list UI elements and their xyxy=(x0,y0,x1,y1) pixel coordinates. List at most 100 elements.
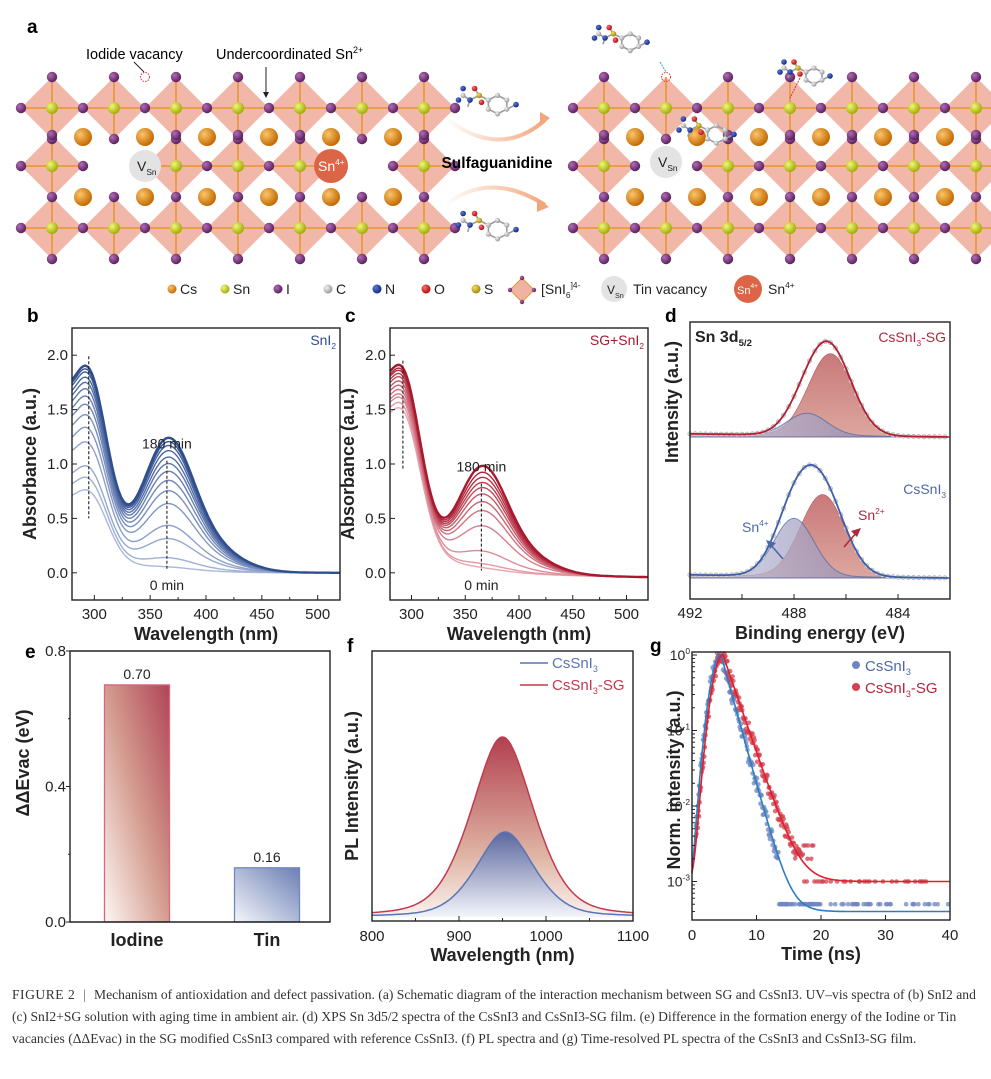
bar-value-label: 0.70 xyxy=(123,666,150,682)
molecule-atom xyxy=(495,111,501,117)
trpl-data-point xyxy=(828,879,833,884)
legend-sn-swatch xyxy=(220,284,230,294)
iodine-atom xyxy=(753,102,765,114)
iodine-atom xyxy=(232,71,244,83)
molecule-atom xyxy=(713,123,720,129)
iodine-atom xyxy=(722,71,734,83)
x-axis-label: Wavelength (nm) xyxy=(430,945,574,965)
cs-atom xyxy=(198,188,216,206)
y-tick-label: 10-2 xyxy=(667,797,690,814)
iodine-atom xyxy=(846,129,858,141)
sn-atom xyxy=(784,160,796,172)
iodine-atom xyxy=(567,102,579,114)
iodine-atom xyxy=(691,102,703,114)
trpl-data-point xyxy=(888,901,893,907)
iodine-atom xyxy=(356,191,368,203)
iodine-atom xyxy=(939,102,951,114)
iodine-atom xyxy=(108,191,120,203)
molecule-atom xyxy=(485,97,491,103)
iodine-atom xyxy=(356,253,368,265)
molecule-atom xyxy=(627,31,633,37)
y-tick-label: 0.0 xyxy=(365,565,386,582)
y-tick-label: 10-3 xyxy=(667,873,690,890)
x-axis-label: Wavelength (nm) xyxy=(447,624,591,644)
caption-text: Mechanism of antioxidation and defect pa… xyxy=(12,987,976,1046)
legend-vacancy-label: Tin vacancy xyxy=(633,281,707,297)
molecule-atom xyxy=(460,217,466,223)
legend-s-swatch xyxy=(471,284,481,294)
tin-vacancy-label: VSn xyxy=(137,158,157,177)
legend-n-swatch xyxy=(372,284,382,294)
iodine-atom xyxy=(77,160,89,172)
trpl-data-point xyxy=(878,901,883,907)
iodide-vacancy-marker xyxy=(661,72,671,82)
y-axis-label: Absorbance (a.u.) xyxy=(338,388,358,540)
legend-octahedron-atom xyxy=(519,275,525,281)
legend-sn4-label: Sn4+ xyxy=(768,280,795,297)
tin-vacancy-circle xyxy=(650,146,682,178)
iodine-atom xyxy=(108,133,120,145)
spectrum-line-t10 xyxy=(71,376,340,574)
trpl-data-point xyxy=(841,901,846,907)
x-axis-label: Time (ns) xyxy=(781,944,861,964)
molecule-atom xyxy=(485,231,491,237)
iodine-atom xyxy=(170,71,182,83)
spectrum-line-t7 xyxy=(71,395,340,574)
x-tick-label: 488 xyxy=(781,605,806,622)
iodide-vacancy-marker xyxy=(140,72,150,82)
x-tick-label: 10 xyxy=(748,927,765,944)
sn-atom xyxy=(722,160,734,172)
iodine-atom xyxy=(691,222,703,234)
iodine-atom xyxy=(325,102,337,114)
molecule-atom xyxy=(504,97,510,103)
panel-a-schematic: VSn Sn4+ VSn Iodide vacancy Undercoordina… xyxy=(15,24,991,305)
iodine-atom xyxy=(15,160,27,172)
legend-label-CsSnI3-SG: CsSnI3-SG xyxy=(865,680,938,699)
sample-annotation: SG+SnI2 xyxy=(590,332,644,351)
y-tick-label: 0.0 xyxy=(45,914,66,931)
iodide-vacancy-arrow xyxy=(133,61,145,73)
x-tick-label: 300 xyxy=(82,606,107,623)
iodine-atom xyxy=(294,253,306,265)
y-tick-label: 0.0 xyxy=(47,565,68,582)
trpl-data-point xyxy=(772,793,777,798)
y-tick-label: 10-1 xyxy=(667,722,690,739)
legend-c-swatch xyxy=(323,284,333,294)
hydrogen-bond xyxy=(659,61,667,73)
legend-label-CsSnI3: CsSnI3 xyxy=(552,655,598,674)
sample-annotation: SnI2 xyxy=(310,332,336,351)
molecule-atom xyxy=(513,101,519,108)
y-tick-label: 2.0 xyxy=(365,347,386,364)
molecule-atom xyxy=(803,69,809,75)
iodine-atom xyxy=(46,129,58,141)
cs-atom xyxy=(874,188,892,206)
molecule-atom xyxy=(478,224,485,231)
iodine-atom xyxy=(15,102,27,114)
sn-atom xyxy=(170,222,182,234)
molecule-atom xyxy=(698,129,704,135)
trpl-data-point xyxy=(754,759,760,765)
molecule-atom xyxy=(513,226,519,233)
molecule-atom xyxy=(455,97,462,103)
legend-vacancy-swatch xyxy=(601,276,627,302)
iodine-atom xyxy=(722,191,734,203)
legend-marker-CsSnI3 xyxy=(852,661,860,669)
x-category-label: Tin xyxy=(254,930,281,950)
trpl-data-point xyxy=(916,901,921,907)
molecule-atom xyxy=(795,65,801,71)
legend-cs-swatch xyxy=(167,284,177,294)
molecule-atom xyxy=(467,97,473,103)
iodine-atom xyxy=(325,222,337,234)
iodine-atom xyxy=(908,253,920,265)
iodine-atom xyxy=(232,253,244,265)
y-axis-label: ΔΔEvac (eV) xyxy=(13,710,33,817)
molecule-atom xyxy=(485,222,491,228)
cs-atom xyxy=(626,188,644,206)
sulfaguanidine-label: Sulfaguanidine xyxy=(441,155,552,172)
sn-atom xyxy=(660,102,672,114)
legend-octahedron-label: [SnI6]4- xyxy=(541,280,581,300)
iodine-atom xyxy=(908,71,920,83)
molecule-atom xyxy=(787,69,793,75)
iodine-atom xyxy=(170,191,182,203)
sn-atom xyxy=(46,102,58,114)
